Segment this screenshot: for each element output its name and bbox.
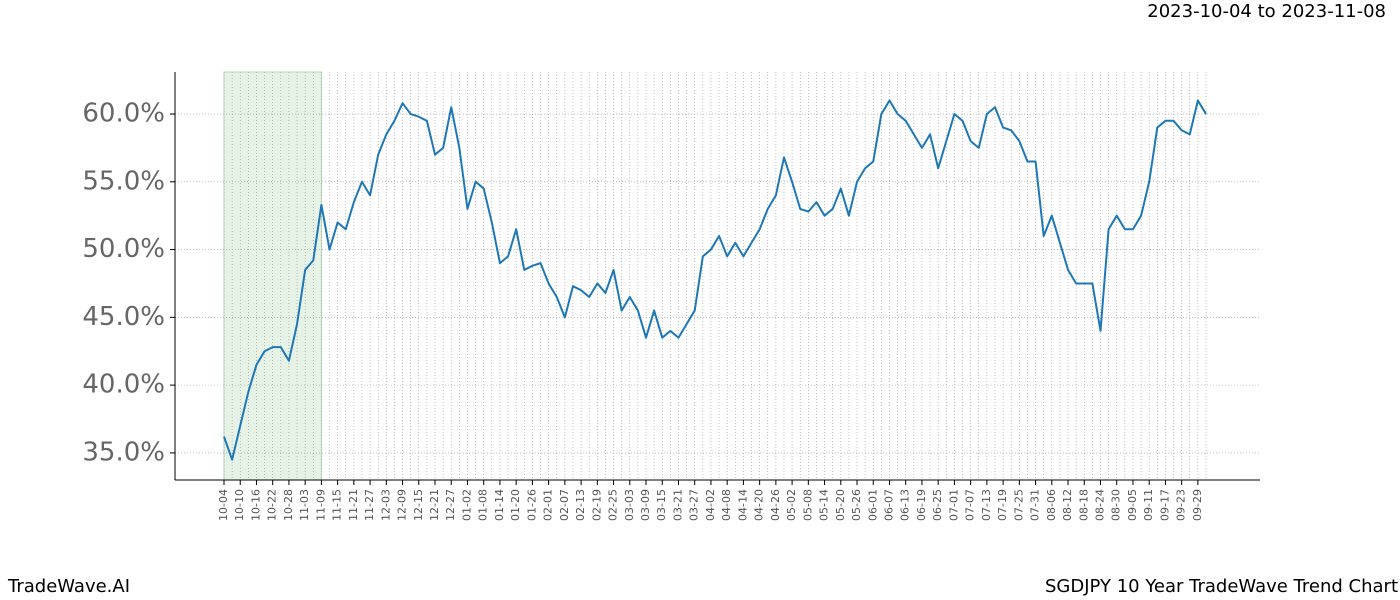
x-tick-label: 12-21: [428, 489, 441, 521]
x-tick-label: 07-31: [1029, 489, 1042, 521]
chart-caption: SGDJPY 10 Year TradeWave Trend Chart: [1045, 576, 1398, 597]
x-tick-label: 03-03: [623, 489, 636, 521]
date-range: 2023-10-04 to 2023-11-08: [1147, 1, 1386, 22]
x-tick-label: 04-14: [736, 489, 749, 521]
x-tick-label: 08-30: [1110, 489, 1123, 521]
x-tick-label: 01-26: [525, 489, 538, 521]
x-tick-label: 05-02: [785, 489, 798, 521]
x-tick-label: 06-25: [931, 489, 944, 521]
x-tick-label: 11-15: [331, 489, 344, 521]
x-tick-label: 11-21: [347, 489, 360, 521]
x-tick-label: 03-15: [655, 489, 668, 521]
x-tick-label: 12-09: [396, 489, 409, 521]
x-tick-label: 09-05: [1126, 489, 1139, 521]
x-tick-label: 10-10: [233, 489, 246, 521]
x-tick-label: 05-20: [834, 489, 847, 521]
x-tick-label: 10-28: [282, 489, 295, 521]
x-tick-label: 09-23: [1175, 489, 1188, 521]
x-tick-label: 01-08: [477, 489, 490, 521]
brand: TradeWave.AI: [7, 576, 130, 597]
x-tick-label: 02-19: [590, 489, 603, 521]
x-tick-label: 12-03: [379, 489, 392, 521]
x-tick-label: 07-07: [964, 489, 977, 521]
x-tick-label: 07-13: [980, 489, 993, 521]
x-tick-label: 07-25: [1012, 489, 1025, 521]
x-tick-label: 10-22: [266, 489, 279, 521]
x-tick-label: 11-27: [363, 489, 376, 521]
x-tick-label: 03-27: [688, 489, 701, 521]
x-tick-label: 10-16: [249, 489, 262, 521]
x-tick-label: 08-06: [1045, 489, 1058, 521]
y-tick-label: 60.0%: [82, 99, 165, 129]
x-tick-label: 03-21: [671, 489, 684, 521]
x-tick-label: 05-26: [850, 489, 863, 521]
x-tick-label: 06-13: [899, 489, 912, 521]
x-tick-label: 06-01: [866, 489, 879, 521]
x-tick-label: 01-14: [493, 489, 506, 521]
x-tick-label: 04-02: [704, 489, 717, 521]
x-tick-label: 02-13: [574, 489, 587, 521]
x-tick-label: 01-02: [460, 489, 473, 521]
x-tick-label: 01-20: [509, 489, 522, 521]
x-tick-label: 04-20: [753, 489, 766, 521]
x-tick-label: 03-09: [639, 489, 652, 521]
y-tick-label: 35.0%: [82, 437, 165, 467]
x-tick-label: 02-25: [607, 489, 620, 521]
x-tick-label: 12-15: [412, 489, 425, 521]
x-tick-label: 09-29: [1191, 489, 1204, 521]
x-tick-label: 07-01: [947, 489, 960, 521]
x-tick-label: 08-12: [1061, 489, 1074, 521]
x-tick-label: 11-09: [314, 489, 327, 521]
y-tick-label: 45.0%: [82, 302, 165, 332]
y-tick-label: 55.0%: [82, 166, 165, 196]
x-tick-label: 09-17: [1158, 489, 1171, 521]
x-tick-label: 04-08: [720, 489, 733, 521]
x-tick-label: 09-11: [1142, 489, 1155, 521]
x-tick-label: 06-19: [915, 489, 928, 521]
x-tick-label: 08-18: [1077, 489, 1090, 521]
x-tick-label: 06-07: [882, 489, 895, 521]
x-tick-label: 08-24: [1093, 489, 1106, 521]
x-tick-label: 12-27: [444, 489, 457, 521]
x-tick-label: 02-07: [558, 489, 571, 521]
y-tick-label: 50.0%: [82, 234, 165, 264]
x-tick-label: 04-26: [769, 489, 782, 521]
x-tick-label: 02-01: [542, 489, 555, 521]
x-tick-label: 11-03: [298, 489, 311, 521]
x-tick-label: 07-19: [996, 489, 1009, 521]
x-tick-label: 10-04: [217, 489, 230, 521]
x-tick-label: 05-08: [801, 489, 814, 521]
trend-line: [223, 99, 1207, 461]
y-tick-label: 40.0%: [82, 370, 165, 400]
x-tick-label: 05-14: [818, 489, 831, 521]
